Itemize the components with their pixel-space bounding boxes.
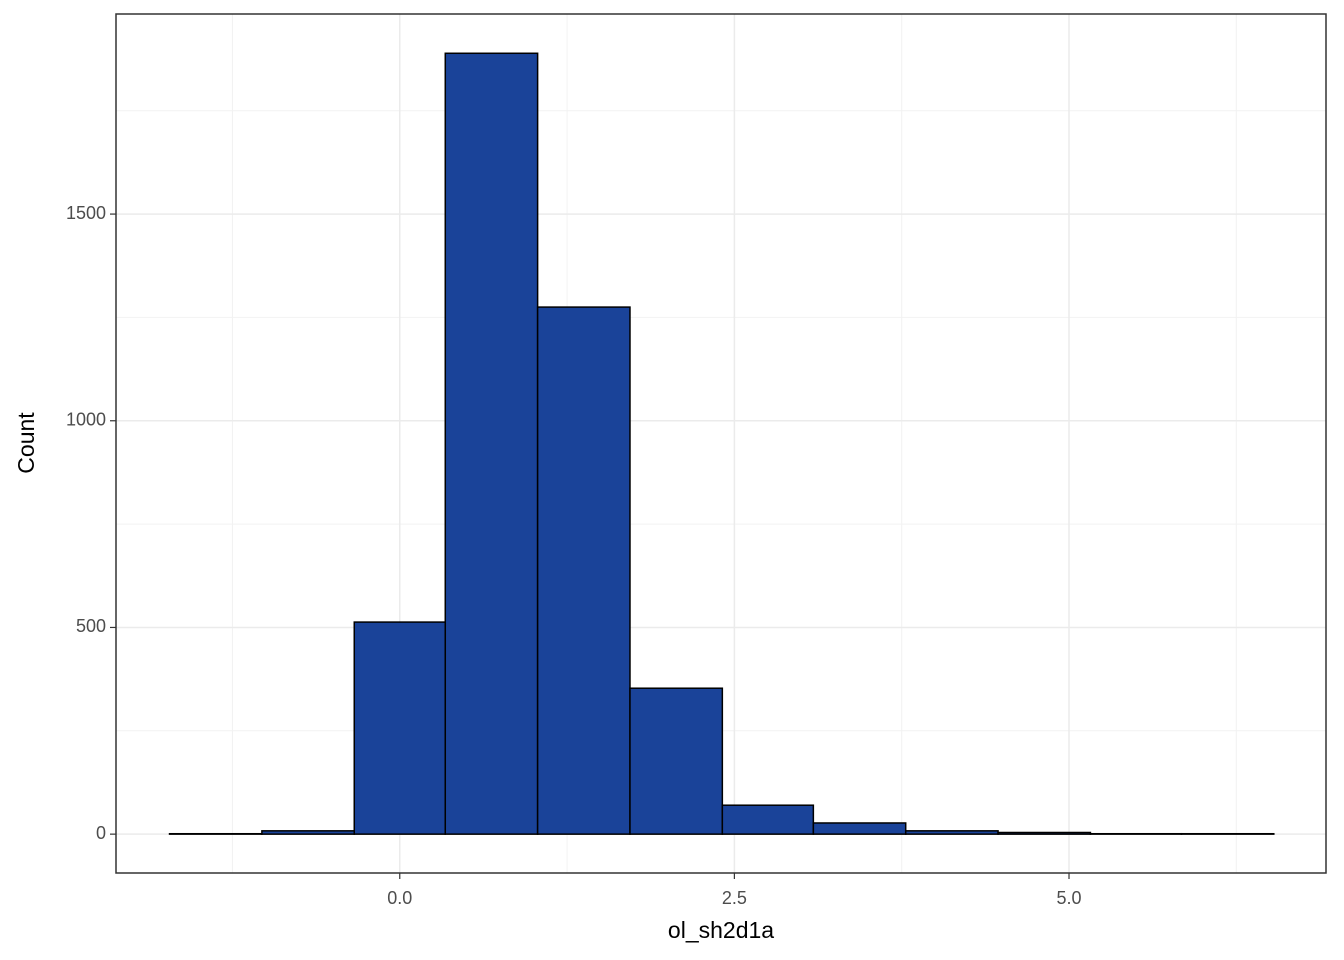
y-tick-label: 1000 — [66, 410, 106, 430]
bar — [997, 831, 1092, 835]
y-tick-label: 0 — [96, 823, 106, 843]
x-tick-label: 5.0 — [1056, 888, 1081, 908]
bar — [904, 830, 999, 835]
y-axis-title: Count — [13, 412, 39, 474]
y-tick-label: 500 — [76, 616, 106, 636]
x-tick-label: 0.0 — [387, 888, 412, 908]
panel-border — [115, 13, 1327, 874]
x-axis-title: ol_sh2d1a — [668, 917, 774, 943]
bar — [812, 822, 907, 835]
bar — [261, 830, 356, 835]
x-tick-label: 2.5 — [722, 888, 747, 908]
y-tick-label: 1500 — [66, 203, 106, 223]
bar — [536, 306, 631, 835]
bar — [444, 52, 539, 835]
bar — [721, 804, 815, 835]
bar — [353, 621, 447, 835]
bar — [629, 687, 724, 835]
